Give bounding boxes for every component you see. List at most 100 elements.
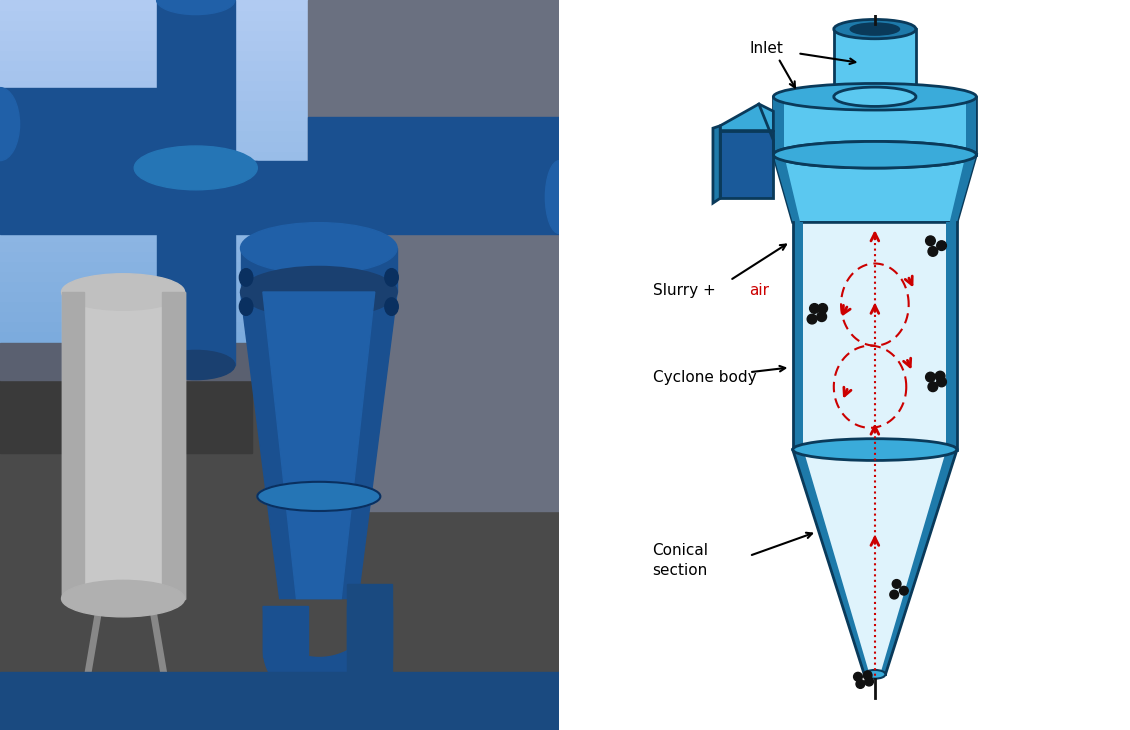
Bar: [773, 97, 976, 155]
Circle shape: [240, 269, 253, 286]
Bar: [0, 110, 559, 120]
Circle shape: [925, 372, 936, 382]
Ellipse shape: [157, 350, 235, 380]
Bar: [0, 281, 559, 291]
Bar: [0, 120, 559, 131]
Text: Slurry +: Slurry +: [652, 283, 720, 298]
Bar: [0, 10, 559, 20]
Ellipse shape: [773, 83, 976, 110]
Bar: [0, 343, 307, 380]
Polygon shape: [241, 292, 397, 599]
Circle shape: [936, 372, 945, 381]
Ellipse shape: [793, 439, 957, 461]
Bar: [0, 391, 559, 402]
Bar: [0, 40, 559, 50]
Ellipse shape: [546, 161, 573, 234]
Bar: [0, 0, 559, 10]
Bar: [0, 80, 559, 91]
Bar: [0, 672, 559, 730]
Bar: [263, 606, 307, 657]
Circle shape: [853, 672, 862, 681]
Ellipse shape: [134, 146, 258, 190]
Ellipse shape: [258, 482, 381, 511]
Bar: [0, 351, 559, 361]
Ellipse shape: [834, 20, 916, 39]
Circle shape: [385, 269, 398, 286]
Bar: [307, 117, 559, 182]
Ellipse shape: [61, 580, 184, 617]
Bar: [793, 223, 957, 450]
Polygon shape: [793, 450, 870, 675]
Bar: [0, 161, 559, 171]
Circle shape: [937, 377, 947, 387]
Bar: [0, 261, 559, 271]
Ellipse shape: [241, 223, 397, 274]
Bar: [0, 70, 559, 80]
Bar: [0, 341, 559, 351]
Bar: [61, 292, 184, 599]
Circle shape: [928, 247, 938, 256]
Ellipse shape: [850, 23, 899, 35]
Text: air: air: [749, 283, 768, 298]
Circle shape: [240, 298, 253, 315]
Ellipse shape: [241, 266, 397, 318]
Bar: [966, 97, 976, 155]
Bar: [0, 191, 559, 201]
Bar: [0, 361, 559, 372]
Bar: [0, 251, 559, 261]
Bar: [720, 131, 773, 199]
Ellipse shape: [773, 142, 976, 168]
Ellipse shape: [834, 87, 916, 107]
Polygon shape: [773, 155, 976, 223]
Bar: [0, 380, 559, 730]
Bar: [0, 150, 559, 161]
Bar: [157, 0, 235, 365]
Text: Conical
section: Conical section: [652, 543, 709, 578]
Bar: [0, 241, 559, 251]
Bar: [134, 161, 258, 190]
Bar: [0, 180, 559, 191]
Bar: [0, 301, 559, 311]
Bar: [347, 606, 392, 657]
Bar: [163, 292, 184, 599]
Ellipse shape: [157, 0, 235, 15]
Polygon shape: [773, 155, 800, 223]
Circle shape: [818, 304, 827, 313]
Bar: [347, 584, 392, 730]
Bar: [0, 20, 559, 30]
Bar: [0, 231, 559, 241]
Bar: [0, 211, 559, 220]
Bar: [0, 291, 559, 301]
Polygon shape: [263, 292, 375, 599]
Bar: [307, 0, 559, 511]
Bar: [0, 321, 559, 331]
Bar: [0, 311, 559, 321]
Bar: [0, 100, 559, 110]
Bar: [0, 140, 559, 150]
Circle shape: [385, 298, 398, 315]
Bar: [834, 29, 916, 97]
Ellipse shape: [773, 142, 976, 168]
Circle shape: [857, 680, 864, 688]
Circle shape: [863, 671, 872, 680]
Circle shape: [937, 241, 947, 250]
Polygon shape: [713, 126, 720, 203]
Bar: [0, 372, 559, 381]
Bar: [0, 381, 559, 391]
Bar: [773, 97, 784, 155]
Bar: [0, 331, 559, 342]
Bar: [61, 292, 84, 599]
Circle shape: [817, 312, 826, 321]
Bar: [0, 88, 167, 161]
Circle shape: [889, 591, 898, 599]
Bar: [241, 248, 397, 292]
Circle shape: [893, 580, 901, 588]
Bar: [0, 201, 559, 211]
Bar: [0, 50, 559, 60]
Polygon shape: [949, 155, 976, 223]
Bar: [0, 171, 559, 180]
Ellipse shape: [61, 274, 184, 310]
Bar: [0, 91, 559, 100]
Text: Cyclone body: Cyclone body: [652, 369, 756, 385]
Polygon shape: [793, 450, 957, 675]
